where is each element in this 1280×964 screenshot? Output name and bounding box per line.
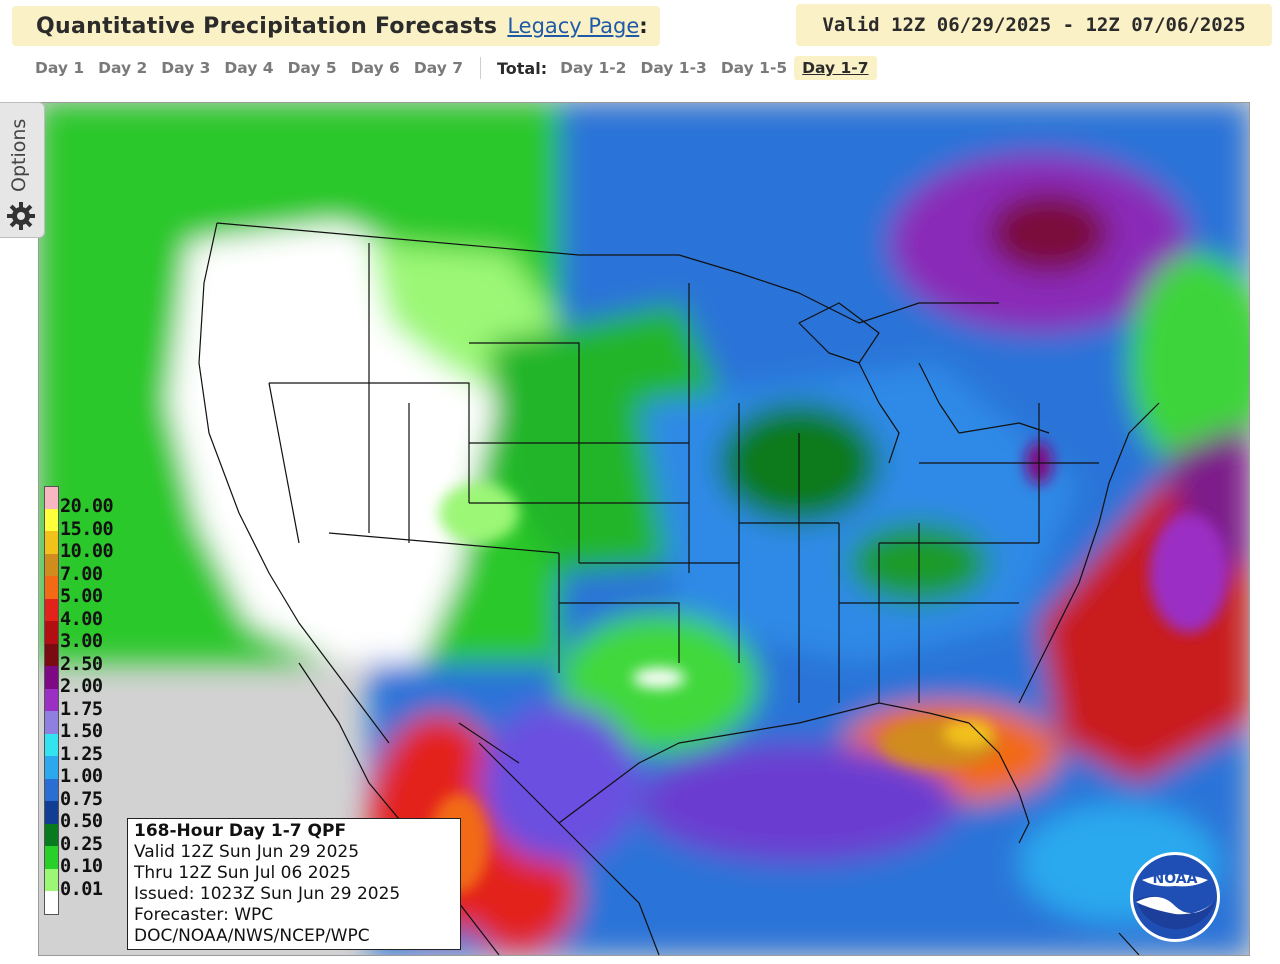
legend-row: 0.75 [44,778,128,810]
legend-row: 0.01 [44,868,128,900]
legend-swatch [44,688,59,711]
legend-label: 2.00 [60,676,103,697]
info-valid: Valid 12Z Sun Jun 29 2025 [134,842,360,862]
legend-label: 1.75 [60,698,103,720]
legend-row: 2.50 [44,643,128,675]
legend-swatch [44,643,59,666]
options-tab[interactable]: Options [0,102,45,238]
legend-swatch [44,621,59,644]
legend-swatch [44,598,59,621]
legend-row: 0.50 [44,801,128,832]
period-nav: Day 1 Day 2 Day 3 Day 4 Day 5 Day 6 Day … [28,54,877,82]
legend-swatch [44,666,59,689]
legend-swatch [44,531,59,554]
title-banner: Quantitative Precipitation Forecasts Leg… [12,6,660,46]
legend-label: 15.00 [60,518,114,540]
legend-label: 10.00 [60,541,114,562]
legend-label: 20.00 [60,496,114,517]
tab-day-1-7[interactable]: Day 1-7 [794,56,877,80]
legend-label: 2.50 [60,653,103,675]
noaa-logo: NOAA [1130,852,1220,942]
tab-day-7[interactable]: Day 7 [413,59,463,77]
tab-day-6[interactable]: Day 6 [350,59,400,77]
legacy-colon: : [639,14,648,38]
nav-divider [479,57,481,79]
valid-range-banner: Valid 12Z 06/29/2025 - 12Z 07/06/2025 [796,4,1272,46]
legend-row: 0.25 [44,823,128,855]
legend-row: 7.00 [44,553,128,585]
legend-swatch [44,868,59,891]
legend-swatch [44,823,59,846]
valid-range-text: Valid 12Z 06/29/2025 - 12Z 07/06/2025 [822,14,1246,36]
legend-row: 1.50 [44,711,128,742]
legend-swatch [44,553,59,576]
info-title: 168-Hour Day 1-7 QPF [134,821,347,841]
legend-label: 0.50 [60,811,103,832]
legend-row: 5.00 [44,576,128,607]
legend-row: 3.00 [44,621,128,652]
info-agency: DOC/NOAA/NWS/NCEP/WPC [134,926,370,946]
qpf-map [38,102,1250,956]
tab-day-1-3[interactable]: Day 1-3 [640,59,707,77]
legend-label: 7.00 [60,563,103,585]
legend-swatch [44,486,59,510]
gear-icon[interactable] [6,201,36,231]
legend-row: 1.25 [44,733,128,765]
forecast-info-box: 168-Hour Day 1-7 QPF Valid 12Z Sun Jun 2… [127,818,461,950]
legend-swatch [44,846,59,869]
legend-swatch [44,756,59,779]
legend-swatch [44,778,59,801]
tab-day-1-2[interactable]: Day 1-2 [560,59,627,77]
tab-day-2[interactable]: Day 2 [98,59,148,77]
tab-day-1-5[interactable]: Day 1-5 [720,59,788,77]
legend-row: 0.10 [44,846,128,877]
legend-row: 10.00 [44,531,128,562]
tab-day-1[interactable]: Day 1 [35,59,85,77]
legend-label: 5.00 [60,586,103,607]
legend-row-zero [44,891,128,915]
legend-row: 15.00 [44,508,128,540]
legend-label: 0.25 [60,833,103,855]
legend-swatch [44,801,59,824]
legend-label: 1.50 [60,721,103,742]
legend-row: 1.00 [44,756,128,787]
tab-day-3[interactable]: Day 3 [161,59,211,77]
qpf-map-image [39,103,1249,955]
legend-swatch [44,508,59,531]
legend-label: 0.01 [60,878,103,900]
legend-label: 4.00 [60,608,103,630]
legend-swatch [44,576,59,599]
legend-label: 1.00 [60,766,103,787]
legend-row: 20.00 [44,486,128,517]
legend-swatch [44,891,59,915]
legend-swatch [44,733,59,756]
tab-day-4[interactable]: Day 4 [224,59,274,77]
total-label: Total: [496,58,548,78]
legend-row: 1.75 [44,688,128,720]
info-thru: Thru 12Z Sun Jul 06 2025 [134,863,351,883]
legacy-page-link[interactable]: Legacy Page [507,14,640,38]
legend-row: 4.00 [44,598,128,630]
info-issued: Issued: 1023Z Sun Jun 29 2025 [134,884,401,904]
legend-row: 2.00 [44,666,128,697]
info-forecaster: Forecaster: WPC [134,905,274,925]
noaa-logo-text: NOAA [1153,871,1198,887]
tab-day-5[interactable]: Day 5 [287,59,337,77]
legend-label: 0.10 [60,856,103,877]
options-label: Options [8,118,30,192]
legend-label: 1.25 [60,743,103,765]
legend-label: 3.00 [60,631,103,652]
legend-label: 0.75 [60,788,103,810]
legend-swatch [44,711,59,734]
page-title: Quantitative Precipitation Forecasts [36,13,498,39]
